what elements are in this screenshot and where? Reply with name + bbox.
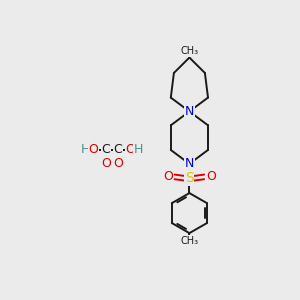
Text: N: N: [185, 157, 194, 170]
Text: CH₃: CH₃: [180, 46, 199, 56]
Text: CH₃: CH₃: [180, 236, 199, 246]
Text: O: O: [163, 170, 172, 183]
Text: S: S: [185, 172, 194, 185]
Text: H: H: [134, 143, 143, 157]
Text: O: O: [101, 157, 111, 169]
Text: N: N: [185, 105, 194, 118]
Text: H: H: [81, 143, 90, 157]
Text: O: O: [126, 143, 135, 157]
Text: C: C: [114, 143, 122, 157]
Text: O: O: [113, 157, 123, 169]
Text: O: O: [206, 170, 216, 183]
Text: C: C: [101, 143, 110, 157]
Text: O: O: [88, 143, 98, 157]
